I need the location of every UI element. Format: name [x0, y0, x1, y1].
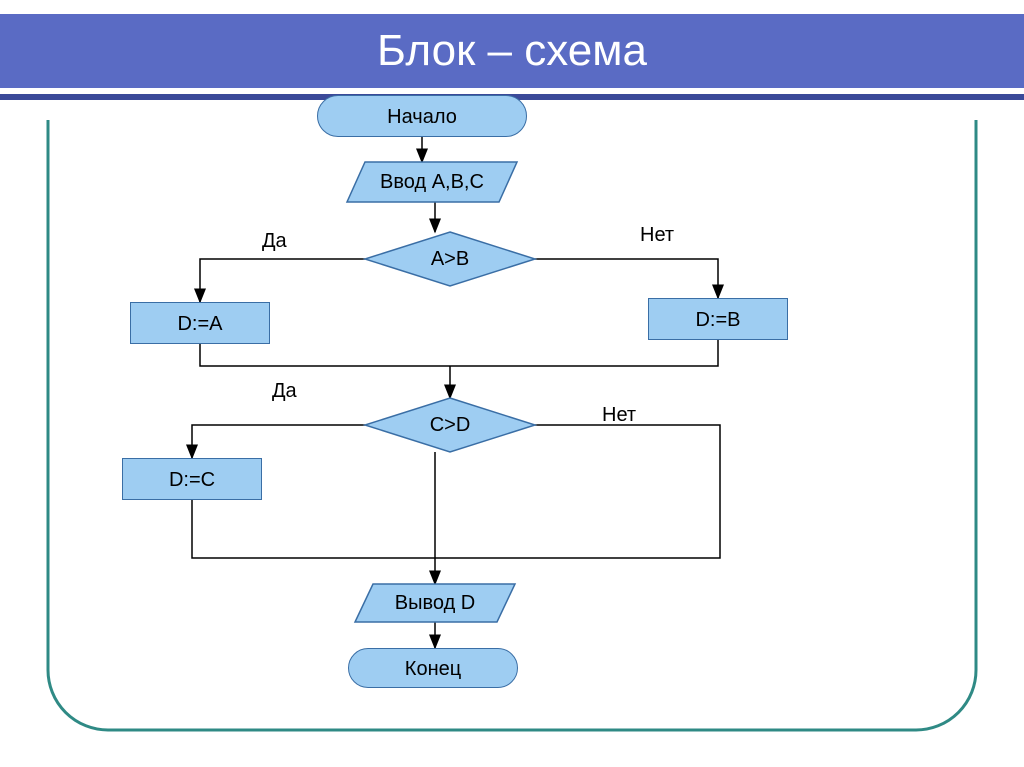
node-output-label: Вывод D — [395, 592, 475, 614]
edge-3 — [535, 259, 718, 298]
edge-8 — [450, 425, 720, 558]
edge-2 — [200, 259, 365, 302]
slide: Блок – схема Ввод A,B,CA>BC>DВывод D Нач… — [0, 0, 1024, 767]
edge-9 — [192, 500, 450, 558]
edge-label-dec1_yes: Да — [262, 230, 287, 253]
edge-5 — [450, 340, 718, 366]
node-dec2-label: C>D — [430, 414, 471, 436]
node-procC: D:=C — [122, 458, 262, 500]
node-dec1-label: A>B — [431, 248, 469, 270]
edge-label-dec2_no: Нет — [602, 404, 636, 427]
edge-label-dec2_yes: Да — [272, 380, 297, 403]
edge-7 — [192, 425, 365, 458]
node-start: Начало — [317, 95, 527, 137]
node-end: Конец — [348, 648, 518, 688]
edge-label-dec1_no: Нет — [640, 224, 674, 247]
edge-4 — [200, 344, 450, 366]
node-procB: D:=B — [648, 298, 788, 340]
node-procA: D:=A — [130, 302, 270, 344]
node-input-label: Ввод A,B,C — [380, 171, 484, 193]
